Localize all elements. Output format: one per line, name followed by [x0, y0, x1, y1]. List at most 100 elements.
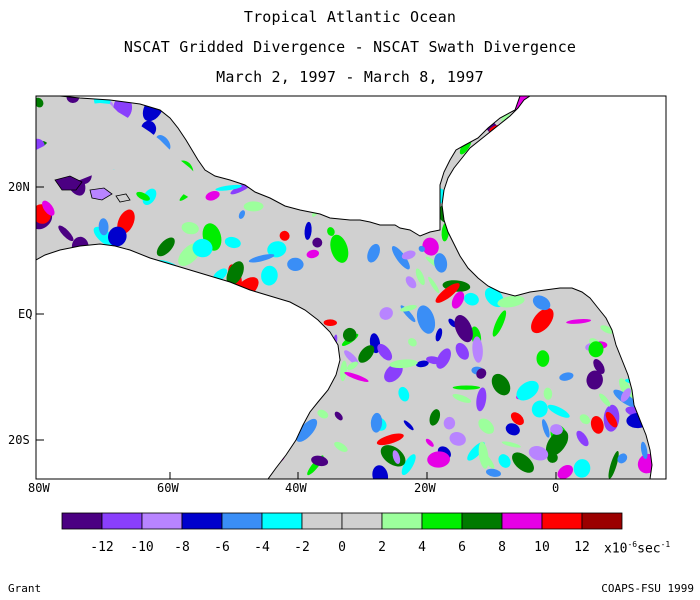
map-date-range: March 2, 1997 - March 8, 1997	[216, 68, 484, 86]
divergence-patch	[478, 418, 495, 434]
divergence-field	[36, 96, 666, 479]
colorbar-swatch	[581, 512, 623, 530]
south-america-land	[36, 243, 341, 479]
divergence-patch	[464, 292, 479, 306]
divergence-patch	[501, 441, 521, 448]
divergence-patch	[215, 184, 242, 191]
divergence-patch	[559, 372, 574, 381]
divergence-patch	[376, 433, 404, 446]
divergence-patch	[573, 459, 591, 478]
divergence-patch	[370, 412, 383, 433]
colorbar-swatch	[141, 512, 183, 530]
divergence-patch	[449, 432, 466, 446]
divergence-patch	[425, 438, 434, 447]
divergence-patch	[304, 221, 312, 240]
divergence-patch	[510, 412, 524, 426]
divergence-patch	[358, 345, 375, 363]
divergence-patch	[516, 380, 539, 401]
lat-label-20n: 20N	[8, 180, 30, 194]
colorbar-swatch	[221, 512, 263, 530]
map-border	[35, 95, 667, 480]
divergence-patch	[389, 359, 418, 369]
divergence-patch	[436, 348, 451, 369]
divergence-patch	[261, 265, 278, 286]
divergence-patch	[323, 319, 337, 327]
colorbar-swatch	[541, 512, 583, 530]
divergence-patch	[334, 441, 348, 452]
divergence-patch	[586, 370, 603, 390]
divergence-patch	[306, 249, 320, 259]
colorbar-tick-label: -2	[294, 540, 310, 555]
divergence-patch	[398, 386, 410, 402]
divergence-patch	[108, 226, 127, 247]
divergence-patch	[531, 400, 548, 418]
divergence-patch	[267, 241, 287, 258]
divergence-patch	[541, 419, 550, 438]
institution-credit: COAPS-FSU 1999	[601, 582, 694, 595]
colorbar-swatch	[61, 512, 103, 530]
colorbar-swatch	[501, 512, 543, 530]
divergence-patch	[377, 343, 393, 361]
divergence-patch	[248, 254, 275, 263]
divergence-patch	[224, 236, 241, 249]
divergence-patch	[545, 429, 569, 457]
divergence-patch	[379, 307, 393, 320]
divergence-patch	[579, 414, 591, 425]
divergence-patch	[491, 373, 511, 396]
divergence-patch	[435, 283, 460, 303]
colorbar-swatch	[381, 512, 423, 530]
divergence-patch	[344, 350, 359, 365]
divergence-patch	[372, 465, 389, 479]
divergence-patch	[536, 350, 550, 367]
divergence-patch	[311, 455, 329, 467]
divergence-patch	[136, 191, 150, 201]
colorbar-tick-label: 8	[498, 540, 506, 555]
colorbar-tick-label: 10	[534, 540, 550, 555]
colorbar-swatch	[421, 512, 463, 530]
divergence-patch	[344, 372, 369, 382]
divergence-patch	[451, 291, 465, 309]
colorbar-swatch	[261, 512, 303, 530]
divergence-patch	[401, 250, 416, 260]
map-subtitle: NSCAT Gridded Divergence - NSCAT Swath D…	[123, 38, 577, 56]
divergence-patch	[317, 409, 329, 419]
colorbar-swatch	[181, 512, 223, 530]
divergence-patch	[416, 305, 436, 334]
divergence-patch	[226, 261, 244, 286]
lon-label-60w: 60W	[157, 481, 179, 495]
divergence-patch	[416, 360, 429, 368]
divergence-patch	[279, 230, 290, 241]
lon-label-40w: 40W	[285, 481, 307, 495]
divergence-patch	[156, 237, 175, 257]
divergence-patch	[415, 268, 425, 286]
lon-label-0: 0	[552, 481, 560, 495]
divergence-patch	[608, 451, 619, 479]
divergence-patch	[512, 452, 534, 473]
divergence-patch	[142, 188, 157, 205]
north-america-land	[36, 96, 521, 237]
divergence-patch	[287, 257, 304, 272]
divergence-patch	[403, 420, 414, 431]
caribbean-islands	[54, 175, 131, 203]
divergence-patch	[400, 305, 417, 312]
divergence-patch	[296, 418, 318, 442]
divergence-patch	[472, 336, 483, 363]
divergence-patch	[405, 276, 417, 289]
divergence-patch	[42, 200, 55, 216]
divergence-patch	[617, 453, 628, 464]
divergence-patch	[600, 325, 614, 334]
colorbar-tick-label: 6	[458, 540, 466, 555]
divergence-patch	[435, 328, 443, 342]
divergence-patch	[476, 368, 487, 379]
divergence-patch	[392, 450, 401, 464]
divergence-patch	[342, 327, 357, 342]
divergence-patch	[346, 361, 359, 371]
divergence-patch	[593, 359, 605, 374]
divergence-patch	[418, 245, 425, 252]
divergence-patch	[454, 314, 473, 343]
colorbar-tick-label: -10	[130, 540, 154, 555]
divergence-patch	[334, 411, 343, 421]
africa-land	[441, 96, 666, 479]
divergence-patch	[340, 360, 347, 382]
divergence-patch	[327, 227, 335, 236]
